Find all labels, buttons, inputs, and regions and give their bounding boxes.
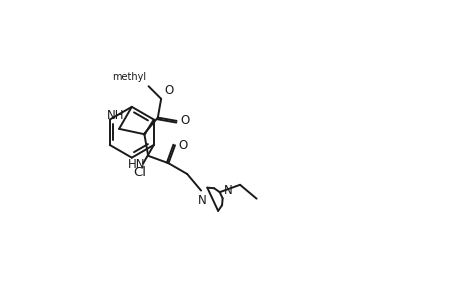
Text: N: N bbox=[198, 194, 207, 207]
Text: O: O bbox=[179, 139, 188, 152]
Text: Cl: Cl bbox=[133, 166, 146, 179]
Text: methyl: methyl bbox=[112, 72, 146, 82]
Text: NH: NH bbox=[107, 109, 124, 122]
Text: HN: HN bbox=[128, 158, 146, 171]
Text: O: O bbox=[180, 114, 189, 128]
Text: O: O bbox=[164, 83, 173, 97]
Text: N: N bbox=[223, 184, 232, 197]
